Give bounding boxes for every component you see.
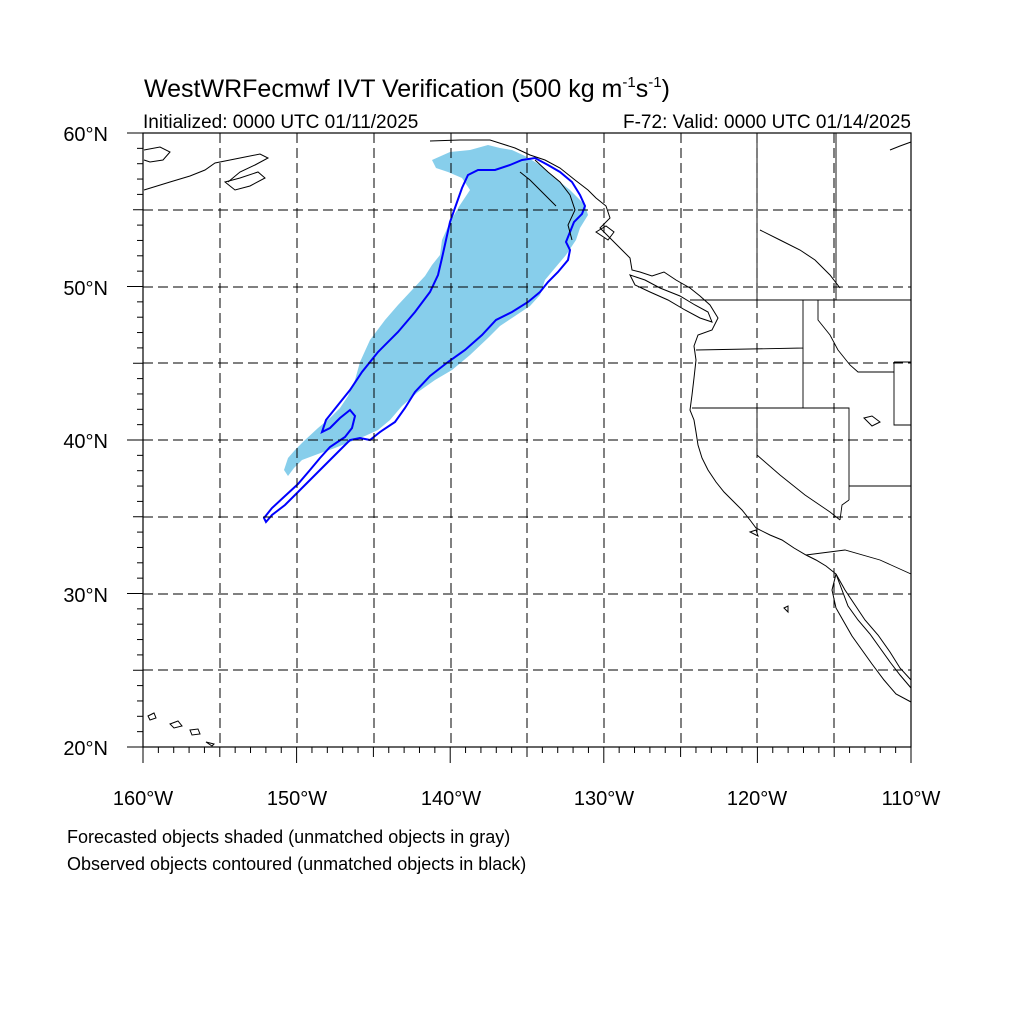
valid-label: F-72: Valid: 0000 UTC 01/14/2025 <box>623 112 911 133</box>
lon-label-140w: 140°W <box>421 788 481 810</box>
lat-label-40: 40°N <box>63 431 108 453</box>
lon-label-130w: 130°W <box>574 788 634 810</box>
longitude-labels: 160°W 150°W 140°W 130°W 120°W 110°W <box>113 788 941 810</box>
observed-ivt-contour <box>262 156 587 524</box>
latitude-labels: 60°N 50°N 40°N 30°N 20°N <box>63 124 108 760</box>
initialized-label: Initialized: 0000 UTC 01/11/2025 <box>143 112 418 133</box>
axis-ticks <box>127 132 912 763</box>
lat-label-30: 30°N <box>63 585 108 607</box>
lon-label-160w: 160°W <box>113 788 173 810</box>
forecast-ivt-object <box>284 145 588 476</box>
lon-label-120w: 120°W <box>727 788 787 810</box>
footnote-forecast: Forecasted objects shaded (unmatched obj… <box>67 827 510 847</box>
lon-label-110w: 110°W <box>882 788 941 810</box>
lat-label-50: 50°N <box>63 278 108 300</box>
lon-label-150w: 150°W <box>267 788 327 810</box>
lat-label-60: 60°N <box>63 124 108 146</box>
lat-label-20: 20°N <box>63 738 108 760</box>
figure-title: WestWRFecmwf IVT Verification (500 kg m-… <box>144 74 670 103</box>
graticule <box>143 133 911 747</box>
map-panel <box>127 132 912 763</box>
footnote-observed: Observed objects contoured (unmatched ob… <box>67 854 526 874</box>
political-borders <box>690 133 912 575</box>
